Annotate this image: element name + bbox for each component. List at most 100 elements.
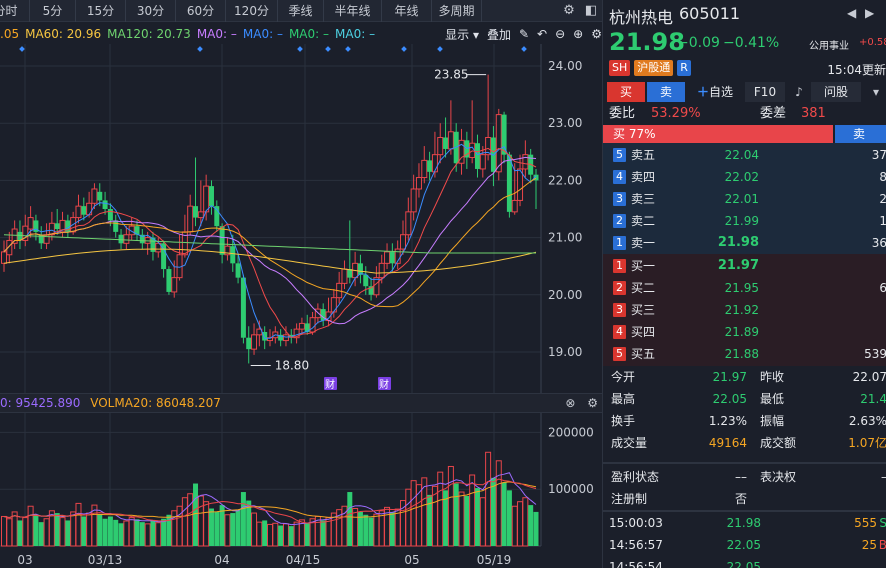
tick-row: 14:56:57 22.05 25B xyxy=(603,534,886,556)
candle-body xyxy=(224,245,231,256)
candle-body xyxy=(357,263,363,275)
volma5-label: 0: 95425.890 xyxy=(0,396,81,410)
tick-row: 15:00:03 21.98 555S xyxy=(603,512,886,534)
candle-body xyxy=(464,140,470,158)
order-book-row[interactable]: 2 卖二 21.99 1 xyxy=(603,210,886,232)
order-book-row[interactable]: 1 买一 21.97 xyxy=(603,255,886,277)
candle-body xyxy=(389,251,395,264)
period-tab[interactable]: 季线 xyxy=(278,0,324,22)
panel-toggle-icon[interactable]: ◧ xyxy=(584,3,598,18)
period-tab[interactable]: 多周期 xyxy=(432,0,482,22)
tick-volume: 555 xyxy=(854,516,877,530)
period-tab[interactable]: 120分 xyxy=(226,0,278,22)
display-menu[interactable]: 显示 ▾ xyxy=(445,27,479,42)
bell-icon[interactable]: ♪ xyxy=(795,85,803,99)
level-price: 21.92 xyxy=(724,303,759,317)
stat-label: 昨收 xyxy=(760,370,785,384)
order-book-row[interactable]: 3 卖三 22.01 2 xyxy=(603,188,886,210)
order-book-row[interactable]: 4 卖四 22.02 8 xyxy=(603,166,886,188)
ma-legend-item: MA0: – xyxy=(242,27,283,41)
period-tab[interactable]: 5分 xyxy=(30,0,76,22)
period-tab[interactable]: 15分 xyxy=(76,0,126,22)
volume-bar xyxy=(341,505,348,547)
stock-tag[interactable]: SH xyxy=(609,60,631,76)
candle-body xyxy=(161,243,167,270)
order-book-row[interactable]: 1 卖一 21.98 36 xyxy=(603,232,886,254)
sector-label[interactable]: 公用事业 xyxy=(809,41,849,52)
candle-body xyxy=(59,219,66,233)
period-tab[interactable]: 年线 xyxy=(382,0,432,22)
zoom-in-icon[interactable]: ⊕ xyxy=(573,27,584,41)
volume-bar xyxy=(187,493,194,547)
order-book-row[interactable]: 5 买五 21.88 539 xyxy=(603,343,886,365)
profit-value: –– xyxy=(735,470,747,484)
volume-bar xyxy=(490,477,496,546)
order-book-row[interactable]: 4 买四 21.89 xyxy=(603,321,886,343)
volume-bar xyxy=(469,474,476,547)
volume-bar xyxy=(139,522,145,546)
ma-legend-item: MA0: – xyxy=(288,27,330,41)
level-price: 21.98 xyxy=(717,235,759,250)
candle-body xyxy=(251,334,258,350)
ma-legend-item: MA120: 20.73 xyxy=(107,27,191,41)
order-book-row[interactable]: 3 买三 21.92 xyxy=(603,299,886,321)
period-tab[interactable]: 30分 xyxy=(126,0,176,22)
f10-button[interactable]: F10 xyxy=(745,82,785,102)
brush-icon[interactable]: ✎ xyxy=(518,27,530,41)
candle-body xyxy=(384,251,391,264)
candle-body xyxy=(309,317,316,333)
settings-icon[interactable]: ⚙ xyxy=(563,3,575,18)
candle-body xyxy=(501,114,507,155)
period-tab[interactable]: 60分 xyxy=(176,0,226,22)
ask-book: 5 卖五 22.04 37 4 卖四 22.02 8 3 卖三 22.01 2 2 卖二 21.99 1 1 卖一… xyxy=(603,143,886,255)
volume-bar xyxy=(437,471,444,547)
candle-body xyxy=(267,337,273,342)
volume-bar xyxy=(511,505,518,547)
volume-bar xyxy=(11,511,18,547)
price-tick-label: 20.00 xyxy=(548,288,582,302)
volume-bar xyxy=(208,508,214,546)
volume-bar xyxy=(155,522,162,547)
order-book-row[interactable]: 2 买二 21.95 6 xyxy=(603,277,886,299)
candle-body xyxy=(1,251,7,264)
level-number: 5 xyxy=(613,148,626,162)
candle-body xyxy=(166,269,172,292)
volume-bar xyxy=(347,492,353,546)
undo-icon[interactable]: ↶ xyxy=(537,27,548,41)
settings-icon[interactable]: ⚙ xyxy=(587,396,598,410)
settings-icon[interactable]: ⚙ xyxy=(591,27,602,41)
volume-bar xyxy=(224,514,231,547)
candle-body xyxy=(443,137,449,149)
stock-tag[interactable]: 沪股通 xyxy=(634,60,674,76)
stock-tag[interactable]: R xyxy=(677,60,691,76)
period-tab[interactable]: 半年线 xyxy=(324,0,382,22)
close-icon[interactable]: ⊗ xyxy=(565,396,576,410)
volume-bar xyxy=(453,483,459,546)
level-volume: 1 xyxy=(879,210,886,232)
more-icon[interactable]: ▾ xyxy=(872,85,880,99)
candle-body xyxy=(458,139,465,164)
candle-body xyxy=(214,206,220,227)
vote-label: 表决权 xyxy=(760,470,797,484)
bid-book: 1 买一 21.97 2 买二 21.95 6 3 买三 21.92 4 买四 21.89 5 买五 21.8… xyxy=(603,254,886,366)
kline-chart[interactable]: 24.00 23.00 22.00 21.00 20.00 19.00 23.85 18.80… xyxy=(0,44,602,394)
ask-stock-button[interactable]: 问股 xyxy=(811,82,861,102)
zoom-out-icon[interactable]: ⊖ xyxy=(555,27,566,41)
volume-legend: 0: 95425.890 VOLMA20: 86048.207 ⊗ ⚙ xyxy=(0,393,602,413)
order-book-row[interactable]: 5 卖五 22.04 37 xyxy=(603,144,886,166)
add-watchlist-button[interactable]: ＋自选 xyxy=(696,85,734,99)
next-arrow-icon[interactable]: ▶ xyxy=(865,6,875,20)
period-tab[interactable]: 分时 xyxy=(0,0,30,22)
event-marker xyxy=(197,46,203,52)
ma-legend-item: MA60: 20.96 xyxy=(25,27,102,41)
event-marker xyxy=(521,46,527,52)
buy-tab[interactable]: 买 xyxy=(607,82,645,102)
overlay-button[interactable]: 叠加 xyxy=(486,27,511,42)
candle-body xyxy=(314,308,321,319)
volume-bar xyxy=(479,497,486,547)
volume-bar xyxy=(128,517,135,547)
level-number: 4 xyxy=(613,325,626,339)
sell-tab[interactable]: 卖 xyxy=(647,82,685,102)
prev-arrow-icon[interactable]: ◀ xyxy=(847,6,857,20)
volume-bar xyxy=(352,508,359,547)
